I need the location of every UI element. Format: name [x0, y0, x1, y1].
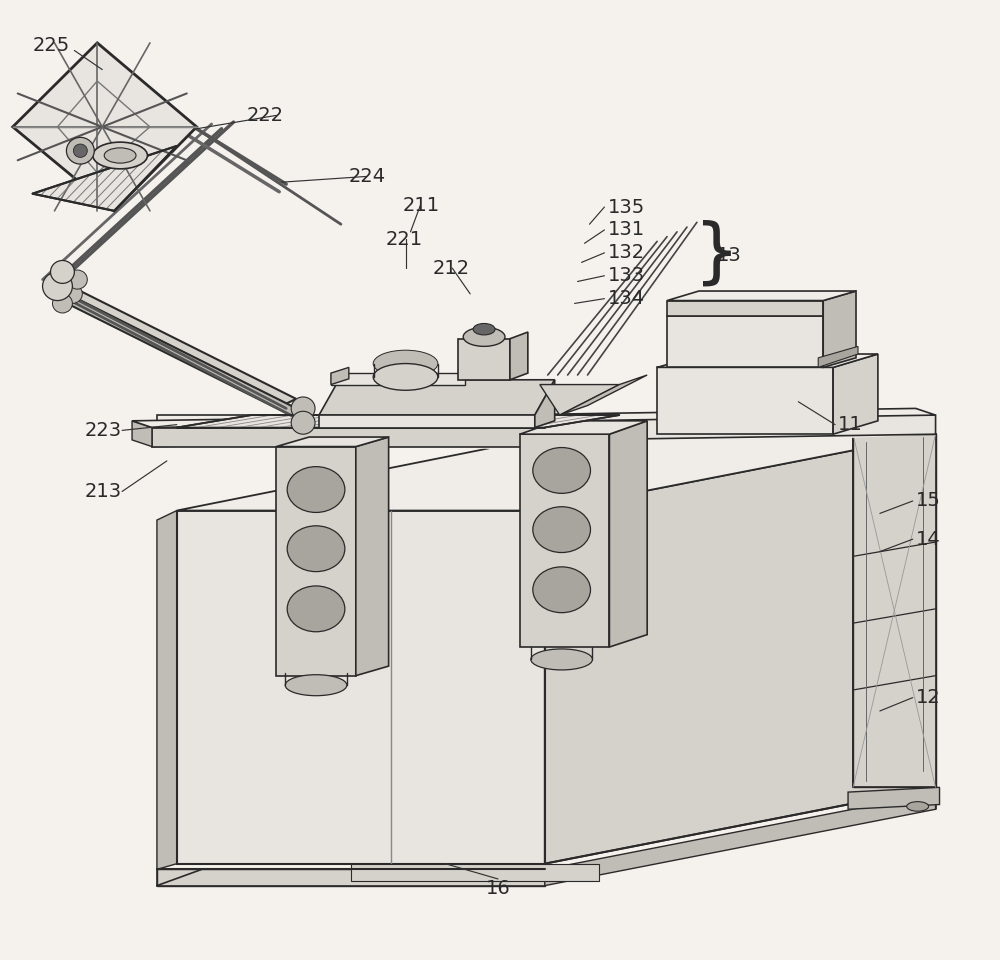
Text: 225: 225	[33, 36, 70, 56]
Polygon shape	[818, 347, 858, 368]
Polygon shape	[13, 43, 197, 211]
Text: 213: 213	[84, 482, 121, 501]
Text: }: }	[694, 219, 740, 288]
Text: 14: 14	[916, 530, 940, 549]
Polygon shape	[540, 385, 619, 415]
Polygon shape	[57, 294, 306, 418]
Polygon shape	[545, 434, 936, 864]
Circle shape	[291, 397, 315, 420]
Polygon shape	[520, 434, 609, 647]
Ellipse shape	[533, 507, 590, 553]
Polygon shape	[177, 434, 936, 511]
Polygon shape	[276, 437, 389, 446]
Circle shape	[67, 270, 87, 289]
Polygon shape	[823, 291, 856, 368]
Circle shape	[51, 260, 74, 283]
Polygon shape	[157, 415, 936, 434]
Polygon shape	[520, 420, 647, 434]
Polygon shape	[319, 415, 535, 427]
Text: 12: 12	[916, 688, 940, 708]
Ellipse shape	[373, 350, 438, 377]
Circle shape	[52, 294, 72, 313]
Polygon shape	[157, 870, 545, 886]
Text: 132: 132	[607, 243, 645, 262]
Polygon shape	[657, 368, 833, 434]
Polygon shape	[132, 408, 936, 427]
Ellipse shape	[285, 675, 347, 696]
Text: 224: 224	[349, 167, 386, 186]
Ellipse shape	[287, 467, 345, 513]
Ellipse shape	[287, 526, 345, 571]
Polygon shape	[545, 793, 936, 886]
Polygon shape	[351, 864, 599, 881]
Ellipse shape	[93, 142, 147, 169]
Polygon shape	[848, 787, 940, 809]
Polygon shape	[560, 375, 647, 415]
Text: 16: 16	[486, 879, 510, 898]
Ellipse shape	[533, 566, 590, 612]
Polygon shape	[331, 368, 349, 385]
Polygon shape	[853, 434, 936, 787]
Polygon shape	[157, 511, 177, 870]
Ellipse shape	[463, 327, 505, 347]
Ellipse shape	[533, 447, 590, 493]
Polygon shape	[132, 420, 152, 446]
Ellipse shape	[287, 586, 345, 632]
Polygon shape	[177, 415, 619, 427]
Text: 211: 211	[403, 196, 440, 215]
Polygon shape	[667, 291, 856, 300]
Ellipse shape	[104, 148, 136, 163]
Polygon shape	[177, 511, 545, 864]
Polygon shape	[458, 339, 510, 380]
Ellipse shape	[907, 802, 929, 811]
Text: 223: 223	[84, 420, 121, 440]
Polygon shape	[667, 300, 823, 316]
Polygon shape	[331, 373, 465, 385]
Ellipse shape	[373, 364, 438, 391]
Polygon shape	[609, 420, 647, 647]
Polygon shape	[833, 354, 878, 434]
Text: 134: 134	[607, 289, 645, 308]
Text: 135: 135	[607, 198, 645, 217]
Circle shape	[62, 284, 82, 303]
Ellipse shape	[531, 649, 592, 670]
Polygon shape	[152, 427, 545, 446]
Polygon shape	[657, 354, 878, 368]
Circle shape	[66, 137, 94, 164]
Circle shape	[43, 272, 72, 300]
Text: 11: 11	[838, 415, 863, 434]
Circle shape	[291, 411, 315, 434]
Text: 221: 221	[386, 230, 423, 249]
Text: 222: 222	[246, 106, 284, 125]
Polygon shape	[356, 437, 389, 676]
Polygon shape	[48, 279, 296, 403]
Polygon shape	[510, 332, 528, 380]
Polygon shape	[535, 380, 555, 427]
Text: 15: 15	[916, 492, 941, 511]
Text: 131: 131	[607, 221, 645, 239]
Polygon shape	[667, 316, 823, 368]
Circle shape	[73, 144, 87, 157]
Polygon shape	[157, 434, 936, 451]
Ellipse shape	[473, 324, 495, 335]
Text: 13: 13	[717, 246, 742, 265]
Text: 212: 212	[432, 258, 470, 277]
Polygon shape	[33, 146, 177, 211]
Polygon shape	[319, 380, 555, 415]
Polygon shape	[276, 446, 356, 676]
Polygon shape	[152, 415, 936, 446]
Text: 133: 133	[607, 266, 645, 285]
